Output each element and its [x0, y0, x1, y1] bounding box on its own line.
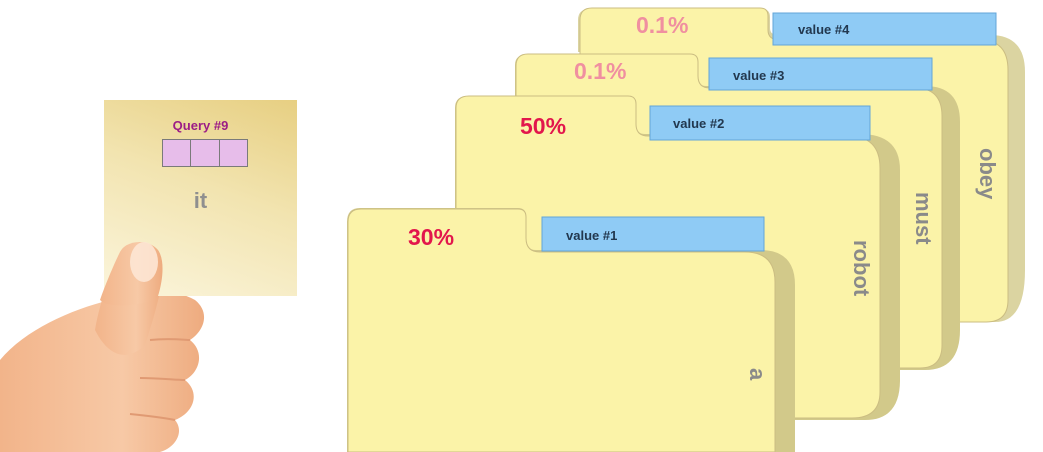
folder-1-word: a	[745, 368, 770, 381]
knuckle-line-3	[129, 413, 176, 421]
folder-4-word: obey	[975, 148, 1000, 200]
query-card: Query #9 it	[104, 100, 297, 296]
knuckle-line-1	[149, 338, 191, 341]
query-vector-cell	[220, 140, 247, 166]
query-title: Query #9	[172, 118, 229, 133]
folder-2-word: robot	[849, 240, 874, 297]
query-vector	[162, 139, 248, 167]
knuckle-line-2	[139, 377, 186, 381]
folder-1-key-tab	[541, 216, 765, 252]
folder-1-percent: 30%	[408, 224, 455, 250]
folder-4-percent: 0.1%	[636, 12, 689, 38]
folder-1-key-label: value #1	[566, 228, 618, 243]
folder-3-key-label: value #3	[733, 68, 785, 83]
folder-3-word: must	[911, 192, 936, 245]
query-word: it	[193, 188, 208, 213]
folder-3-percent: 0.1%	[574, 58, 627, 84]
folder-3-key-tab	[708, 57, 933, 91]
folder-2-key-tab	[649, 105, 871, 141]
hand-palm	[0, 291, 205, 452]
query-vector-cell	[163, 140, 192, 166]
query-vector-cell	[191, 140, 220, 166]
folder-1-body	[347, 208, 776, 452]
folder-2-key-label: value #2	[673, 116, 725, 131]
folder-4-key-tab	[772, 12, 997, 46]
folder-1	[347, 208, 795, 452]
folder-2-percent: 50%	[520, 113, 567, 139]
folder-4-key-label: value #4	[798, 22, 850, 37]
